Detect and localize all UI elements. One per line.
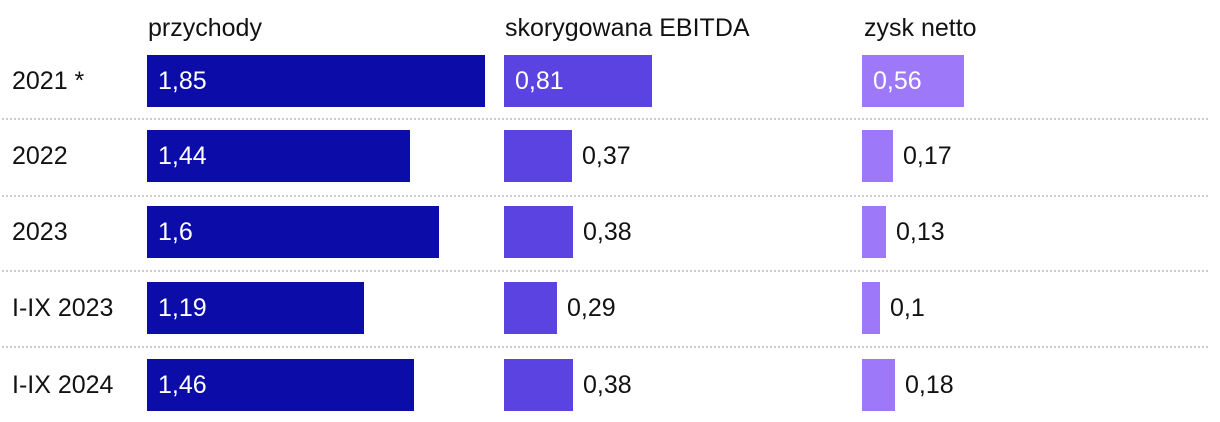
value-label-netto-i-ix-2024: 0,18 xyxy=(905,370,954,399)
bar-cell: 0,13 xyxy=(862,206,945,258)
row-separator xyxy=(2,270,1208,272)
row-label-2021: 2021 * xyxy=(12,66,85,95)
value-label-netto-2023: 0,13 xyxy=(896,217,945,246)
bar-cell: 0,17 xyxy=(862,130,952,182)
bar-cell: 0,56 xyxy=(862,55,964,107)
row-separator xyxy=(2,346,1208,348)
bar-cell: 0,81 xyxy=(504,55,652,107)
bar-ebitda-i-ix-2024 xyxy=(504,359,573,411)
row-label-2023: 2023 xyxy=(12,217,68,246)
value-label-przychody-2022: 1,44 xyxy=(158,141,207,170)
bar-cell: 1,46 xyxy=(147,359,414,411)
bar-cell: 0,1 xyxy=(862,282,925,334)
row-label-i-ix-2024: I-IX 2024 xyxy=(12,370,114,399)
value-label-ebitda-2022: 0,37 xyxy=(582,141,631,170)
value-label-netto-2021: 0,56 xyxy=(873,66,922,95)
value-label-netto-2022: 0,17 xyxy=(903,141,952,170)
bar-netto-i-ix-2023 xyxy=(862,282,880,334)
bar-ebitda-2022 xyxy=(504,130,572,182)
value-label-ebitda-2023: 0,38 xyxy=(583,217,632,246)
bar-przychody-i-ix-2024: 1,46 xyxy=(147,359,414,411)
bar-ebitda-2021: 0,81 xyxy=(504,55,652,107)
bar-ebitda-i-ix-2023 xyxy=(504,282,557,334)
bar-cell: 0,18 xyxy=(862,359,954,411)
bar-cell: 0,38 xyxy=(504,359,632,411)
row-separator xyxy=(2,118,1208,120)
value-label-przychody-2021: 1,85 xyxy=(158,66,207,95)
value-label-przychody-2023: 1,6 xyxy=(158,217,193,246)
row-separator xyxy=(2,195,1208,197)
bar-cell: 0,37 xyxy=(504,130,631,182)
bar-netto-2022 xyxy=(862,130,893,182)
column-header-przychody: przychody xyxy=(148,14,262,42)
bar-cell: 0,38 xyxy=(504,206,632,258)
bar-cell: 1,85 xyxy=(147,55,485,107)
value-label-netto-i-ix-2023: 0,1 xyxy=(890,293,925,322)
bar-cell: 1,19 xyxy=(147,282,364,334)
bar-przychody-2021: 1,85 xyxy=(147,55,485,107)
bar-cell: 1,6 xyxy=(147,206,439,258)
row-label-2022: 2022 xyxy=(12,141,68,170)
bar-netto-2021: 0,56 xyxy=(862,55,964,107)
column-header-zysk-netto: zysk netto xyxy=(864,14,977,42)
value-label-ebitda-i-ix-2023: 0,29 xyxy=(567,293,616,322)
column-header-skorygowana-ebitda: skorygowana EBITDA xyxy=(505,14,750,42)
bar-ebitda-2023 xyxy=(504,206,573,258)
bar-przychody-i-ix-2023: 1,19 xyxy=(147,282,364,334)
bar-cell: 1,44 xyxy=(147,130,410,182)
bar-netto-2023 xyxy=(862,206,886,258)
value-label-przychody-i-ix-2024: 1,46 xyxy=(158,370,207,399)
bar-cell: 0,29 xyxy=(504,282,616,334)
row-label-i-ix-2023: I-IX 2023 xyxy=(12,293,114,322)
bar-netto-i-ix-2024 xyxy=(862,359,895,411)
value-label-ebitda-i-ix-2024: 0,38 xyxy=(583,370,632,399)
value-label-ebitda-2021: 0,81 xyxy=(515,66,564,95)
bar-przychody-2022: 1,44 xyxy=(147,130,410,182)
value-label-przychody-i-ix-2023: 1,19 xyxy=(158,293,207,322)
bar-przychody-2023: 1,6 xyxy=(147,206,439,258)
